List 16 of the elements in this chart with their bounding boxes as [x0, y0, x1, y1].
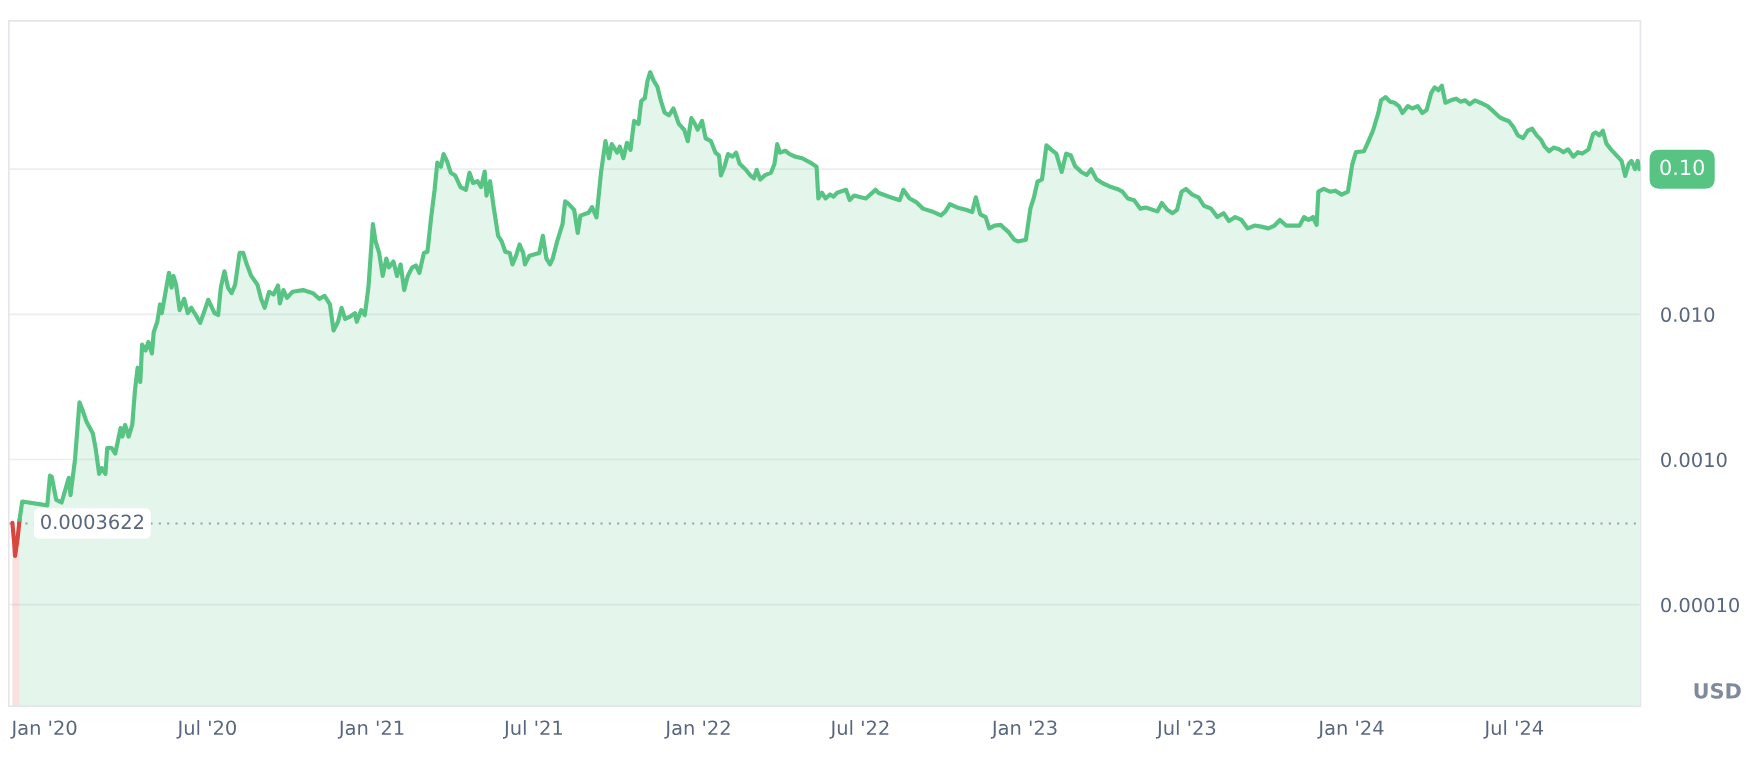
y-tick-label: 0.00010 [1661, 597, 1739, 613]
y-axis-title: USD [1694, 682, 1741, 699]
x-tick-label: Jul '20 [176, 720, 236, 739]
x-tick-label: Jul '23 [1156, 720, 1216, 739]
x-tick-label: Jan '23 [990, 720, 1057, 739]
x-tick-label: Jan '20 [10, 720, 77, 739]
x-tick-label: Jul '22 [829, 720, 889, 739]
x-tick-label: Jan '22 [664, 720, 730, 739]
x-tick-label: Jan '21 [337, 720, 404, 739]
annotation: 0.10 [1660, 159, 1704, 176]
y-tick-label: 0.010 [1661, 307, 1715, 323]
x-tick-label: Jul '21 [503, 720, 562, 739]
y-tick-label: 0.0010 [1661, 452, 1727, 468]
x-tick-label: Jul '24 [1483, 720, 1544, 739]
x-tick-label: Jan '24 [1317, 720, 1384, 739]
ref-line-label: 0.0003622 [41, 514, 144, 530]
